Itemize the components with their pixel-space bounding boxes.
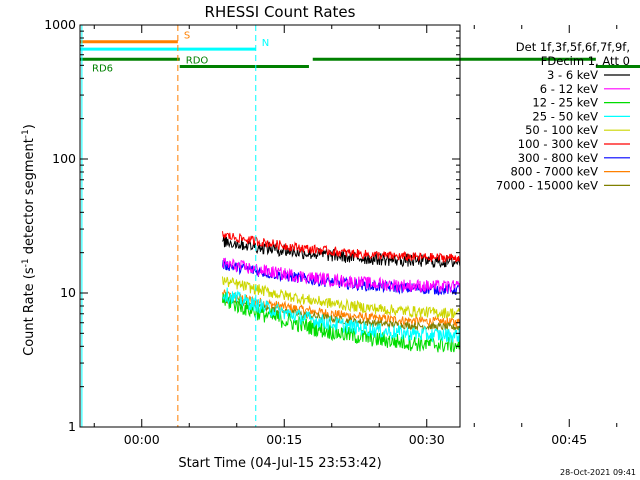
legend: Det 1f,3f,5f,6f,7f,9f, FDecim 1, Att 0 3…: [496, 40, 630, 192]
legend-title-2: FDecim 1, Att 0: [541, 54, 630, 68]
series-line-7000-15000keV: [222, 296, 460, 332]
y-axis-label: Count Rate (s-1 detector segment-1): [21, 124, 37, 356]
legend-label: 7000 - 15000 keV: [496, 178, 598, 192]
flag-rd6-label: RD6: [92, 63, 113, 74]
legend-label: 300 - 800 keV: [518, 151, 598, 165]
date-stamp: 28-Oct-2021 09:41: [560, 468, 636, 477]
series-line-6-12keV: [222, 257, 460, 294]
x-tick-label: 00:00: [124, 432, 160, 447]
legend-label: 800 - 7000 keV: [510, 165, 598, 179]
chart-title: RHESSI Count Rates: [205, 3, 356, 21]
y-axis-label-mid: detector segment: [22, 138, 37, 258]
y-tick-label: 10: [60, 285, 76, 300]
vline-layer: [81, 25, 257, 427]
x-tick-label: 00:45: [551, 432, 587, 447]
svg-text:Count Rate (s-1 detector segme: Count Rate (s-1 detector segment-1): [21, 124, 37, 356]
series-line-12-25keV: [222, 292, 460, 353]
y-axis-label-sup2: -1: [21, 129, 31, 138]
y-tick-label: 1000: [44, 17, 76, 32]
plot-frame: [79, 24, 461, 428]
legend-label: 3 - 6 keV: [547, 68, 598, 82]
series-line-3-6keV: [222, 235, 460, 269]
y-axis-label-main: Count Rate (s: [22, 267, 37, 356]
x-tick-label: 00:30: [409, 432, 445, 447]
x-axis-label: Start Time (04-Jul-15 23:53:42): [178, 456, 381, 471]
series-line-800-7000keV: [222, 289, 460, 328]
series-layer: [222, 231, 460, 353]
legend-label: 100 - 300 keV: [518, 137, 598, 151]
flag-s-label: S: [184, 31, 190, 42]
legend-label: 12 - 25 keV: [532, 96, 598, 110]
legend-label: 50 - 100 keV: [525, 123, 598, 137]
flag-n-label: N: [262, 38, 269, 49]
y-axis-label-end: ): [22, 124, 37, 129]
flag-rdo-label: RDO: [186, 56, 209, 67]
legend-title-1: Det 1f,3f,5f,6f,7f,9f,: [516, 40, 630, 54]
series-line-25-50keV: [222, 287, 460, 343]
y-tick-label: 1: [68, 419, 76, 434]
y-tick-label: 100: [52, 151, 76, 166]
series-line-100-300keV: [222, 231, 460, 264]
flag-layer: S N RDO RD6: [80, 31, 640, 74]
x-tick-label: 00:15: [266, 432, 302, 447]
y-axis-label-sup1: -1: [21, 258, 31, 267]
legend-label: 25 - 50 keV: [532, 109, 598, 123]
tick-layer: 00:0000:1500:3000:4501:0001:1501:3011010…: [44, 17, 618, 447]
series-line-50-100keV: [222, 276, 460, 319]
legend-label: 6 - 12 keV: [540, 82, 598, 96]
